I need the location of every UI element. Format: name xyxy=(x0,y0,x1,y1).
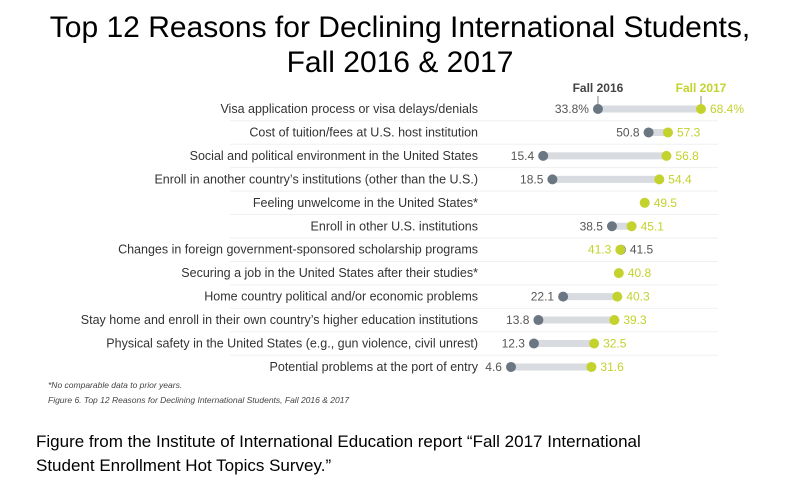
legend-fall-2017: Fall 2017 xyxy=(676,81,727,95)
source-caption-line1: Figure from the Institute of Internation… xyxy=(36,432,641,451)
data-label-2017: 39.3 xyxy=(623,313,647,327)
category-label: Visa application process or visa delays/… xyxy=(220,102,478,116)
category-label: Cost of tuition/fees at U.S. host instit… xyxy=(249,125,478,139)
point-fall-2016 xyxy=(592,104,603,114)
point-fall-2016 xyxy=(606,221,617,232)
data-label-2016: 12.3 xyxy=(502,337,526,351)
point-fall-2017 xyxy=(612,291,623,302)
category-label: Physical safety in the United States (e.… xyxy=(106,337,478,351)
point-fall-2017 xyxy=(626,221,637,232)
point-fall-2016 xyxy=(558,291,569,302)
data-label-2017: 31.6 xyxy=(600,360,624,374)
data-label-2017: 54.4 xyxy=(668,172,692,186)
point-fall-2017 xyxy=(654,174,665,185)
category-label: Securing a job in the United States afte… xyxy=(181,266,478,280)
data-label-2016: 22.1 xyxy=(531,290,555,304)
category-label: Enroll in another country’s institutions… xyxy=(154,172,478,186)
data-label-2016: 41.5 xyxy=(630,243,654,257)
chart-title-line2: Fall 2016 & 2017 xyxy=(286,46,514,79)
point-fall-2016 xyxy=(538,150,549,161)
legend-fall-2016: Fall 2016 xyxy=(573,81,624,95)
point-fall-2017 xyxy=(586,361,597,372)
category-label: Potential problems at the port of entry xyxy=(270,360,479,374)
data-label-2017: 41.3 xyxy=(588,243,612,257)
point-fall-2017 xyxy=(609,315,620,326)
data-label-2017: 68.4% xyxy=(710,102,744,116)
data-label-2017: 45.1 xyxy=(641,219,665,233)
data-label-2016: 15.4 xyxy=(511,149,535,163)
source-caption-line2: Student Enrollment Hot Topics Survey.” xyxy=(36,456,332,475)
point-fall-2016 xyxy=(547,174,558,185)
point-fall-2017 xyxy=(613,268,624,279)
point-fall-2016 xyxy=(505,361,516,372)
data-label-2016: 18.5 xyxy=(520,172,544,186)
point-fall-2016 xyxy=(533,315,544,326)
point-fall-2017 xyxy=(639,197,650,208)
category-label: Changes in foreign government-sponsored … xyxy=(118,243,478,257)
data-label-2017: 57.3 xyxy=(677,125,701,139)
data-label-2016: 13.8 xyxy=(506,313,530,327)
category-label: Home country political and/or economic p… xyxy=(204,290,478,304)
category-label: Feeling unwelcome in the United States* xyxy=(253,196,478,210)
category-label: Social and political environment in the … xyxy=(190,149,478,163)
point-fall-2017 xyxy=(695,104,706,114)
point-fall-2016 xyxy=(643,127,654,138)
point-fall-2017 xyxy=(589,338,600,349)
chart-title-line1: Top 12 Reasons for Declining Internation… xyxy=(49,11,751,44)
dumbbell-chart: Fall 2016 Fall 2017 Visa application proce… xyxy=(81,81,745,374)
data-label-2016: 38.5 xyxy=(580,219,604,233)
point-fall-2017 xyxy=(662,127,673,138)
point-fall-2016 xyxy=(528,338,539,349)
data-label-2017: 32.5 xyxy=(603,337,627,351)
data-label-2016: 4.6 xyxy=(485,360,502,374)
point-fall-2017 xyxy=(615,244,626,255)
footnote: *No comparable data to prior years. xyxy=(48,380,183,390)
data-label-2017: 40.8 xyxy=(628,266,652,280)
data-label-2016: 50.8 xyxy=(616,125,640,139)
data-label-2017: 40.3 xyxy=(626,290,650,304)
point-fall-2017 xyxy=(661,150,672,161)
data-label-2017: 56.8 xyxy=(675,149,699,163)
figure-caption: Figure 6. Top 12 Reasons for Declining I… xyxy=(48,395,350,405)
category-label: Enroll in other U.S. institutions xyxy=(311,219,478,233)
data-label-2017: 49.5 xyxy=(654,196,678,210)
data-label-2016: 33.8% xyxy=(555,102,589,116)
category-label: Stay home and enroll in their own countr… xyxy=(81,313,478,327)
